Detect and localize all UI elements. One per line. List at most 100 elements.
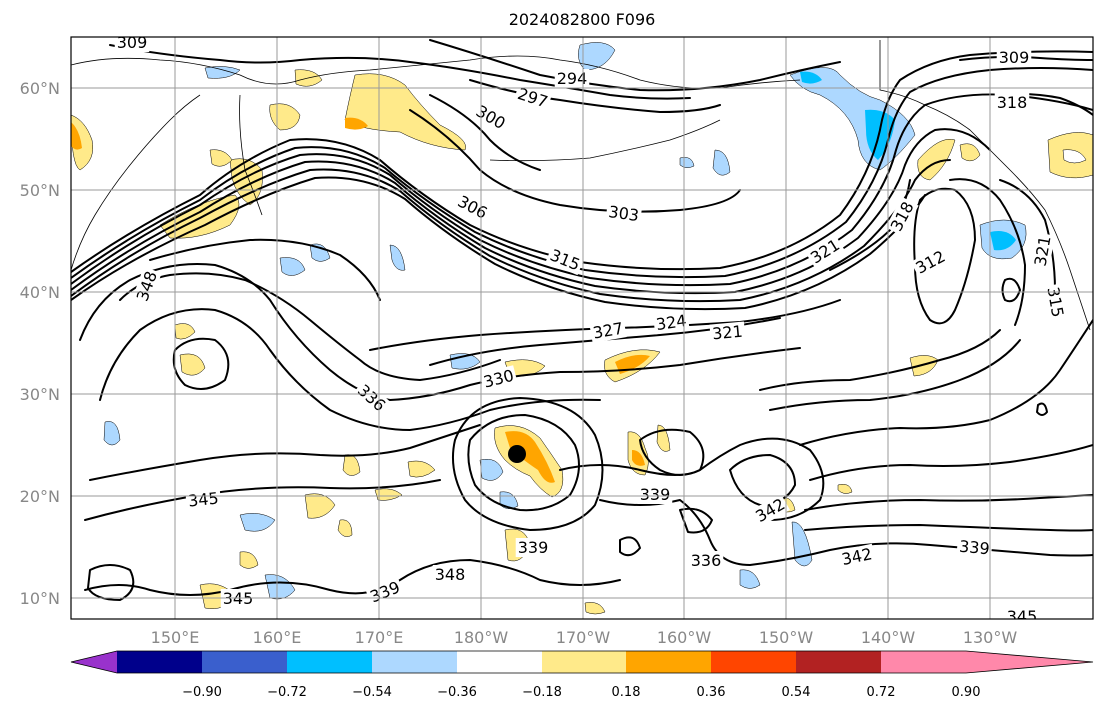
contour-label: 324 [655, 311, 688, 334]
colorbar-tick-label: −0.90 [182, 685, 222, 700]
colorbar-bin [542, 651, 626, 673]
lon-tick-label: 170°E [355, 628, 404, 647]
lat-tick-label: 50°N [20, 181, 60, 200]
contour-line [149, 238, 381, 301]
contour-label: 318 [997, 93, 1028, 112]
contour-line [1001, 277, 1021, 303]
contour-label-halo [996, 48, 1032, 67]
contour-label-halo [513, 83, 553, 113]
contour-line [804, 524, 1093, 532]
contour-line [829, 179, 911, 271]
contour-label: 321 [711, 322, 743, 344]
latitude-axis: 10°N 20°N 30°N 40°N 50°N 60°N [20, 79, 60, 608]
colorbar-bin [881, 651, 966, 673]
shade-negative [204, 66, 241, 79]
contour-line [452, 397, 604, 531]
contour-label-halo [545, 244, 585, 276]
contour-line [467, 414, 580, 512]
contour-line [804, 494, 1093, 511]
lon-tick-label: 170°W [556, 628, 611, 647]
shade-positive [337, 519, 353, 537]
contour-label-halo [837, 543, 876, 570]
contour-label-halo [1004, 607, 1040, 619]
contour-label-halo [432, 565, 468, 584]
shade-positive [304, 493, 336, 519]
lon-tick-label: 150°E [151, 628, 200, 647]
contour-label-halo [479, 365, 518, 393]
contour-line [409, 109, 741, 213]
map-panel: 309 294 297 300 306 303 315 321 318 318 … [70, 33, 1094, 626]
lon-tick-label: 160°W [657, 628, 712, 647]
contour-label-halo [515, 538, 551, 557]
contour-line [429, 39, 841, 92]
shaded-field [71, 42, 1093, 615]
contour-label: 345 [1007, 607, 1038, 626]
contour-label: 309 [117, 33, 148, 52]
shade-negative [239, 513, 276, 532]
shade-positive [174, 323, 196, 340]
contour-line [172, 337, 230, 390]
contour-line [71, 67, 1093, 279]
contour-label-halo [994, 93, 1030, 112]
shade-negative [389, 244, 406, 271]
contour-line [71, 159, 951, 303]
contour-label-halo [605, 201, 643, 226]
contour-label-halo [637, 485, 673, 504]
contour-label-halo [709, 321, 746, 344]
contour-label-halo [114, 37, 150, 52]
contour-line [71, 50, 1093, 273]
contour-label-halo [452, 190, 493, 224]
lon-tick-label: 130°W [963, 628, 1018, 647]
shade-negative [578, 42, 616, 71]
coastline-asia [71, 94, 201, 271]
contour-line [759, 329, 1001, 391]
colorbar-bin [457, 651, 542, 673]
shade-positive [71, 114, 93, 171]
colorbar-bin [287, 651, 372, 673]
contour-line [999, 179, 1056, 291]
contour-line [71, 93, 1093, 287]
colorbar-tick-label: 0.18 [612, 685, 641, 700]
contour-line [799, 319, 1093, 446]
shade-positive [959, 143, 981, 162]
colorbar-tick-label: −0.72 [267, 685, 307, 700]
colorbar-extend-low [71, 651, 117, 673]
contour-line [71, 176, 926, 311]
contour-label: 348 [435, 565, 466, 584]
shade-negative [309, 243, 331, 262]
shade-negative-strong [800, 71, 822, 84]
contour-label-halo [352, 379, 391, 417]
shade-positive [374, 488, 403, 501]
colorbar-bin [711, 651, 796, 673]
contour-label: 339 [518, 538, 549, 557]
contour-line [119, 272, 501, 381]
shade-positive-strong [632, 450, 645, 466]
contour-label-halo [1030, 232, 1055, 270]
shade-positive [584, 602, 606, 615]
colorbar-tick-label: 0.54 [782, 685, 811, 700]
contour-label: 345 [187, 488, 219, 510]
contour-label-halo [956, 536, 993, 559]
shade-positive-strong [505, 431, 555, 483]
contour-label-halo [652, 310, 690, 335]
shade-negative [712, 149, 731, 176]
colorbar-outline [70, 650, 1094, 674]
contour-line [559, 437, 825, 521]
gridlines [71, 37, 1093, 619]
lon-tick-label: 140°W [861, 628, 916, 647]
lat-tick-label: 20°N [20, 487, 60, 506]
contour-label: 294 [557, 69, 588, 88]
contour-label-halo [805, 234, 845, 269]
shade-negative-strong [990, 231, 1016, 251]
contour-label-halo [185, 488, 222, 511]
shade-negative [479, 459, 504, 481]
shade-negative [264, 574, 296, 600]
shade-positive-strong [345, 117, 368, 130]
colorbar-bin [117, 651, 202, 673]
map-background [71, 37, 1093, 619]
contour-label-halo [885, 196, 919, 237]
coastline-aleutians [489, 119, 721, 162]
contour-line [599, 499, 1093, 566]
colorbar-tick-label: 0.90 [952, 685, 981, 700]
contour-line [619, 536, 641, 557]
